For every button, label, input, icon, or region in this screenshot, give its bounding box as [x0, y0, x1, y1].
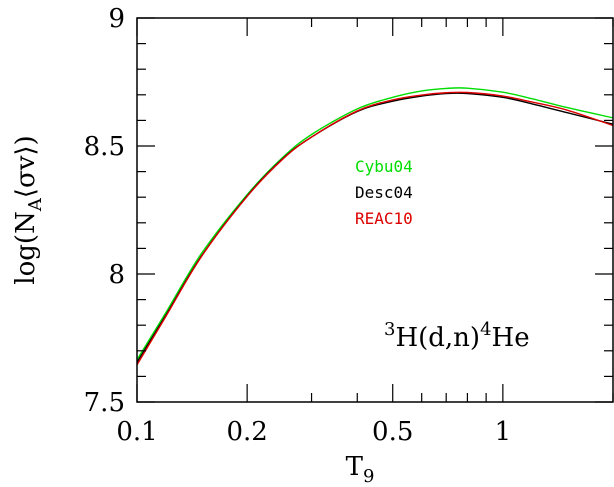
annotation-main-b: He	[492, 323, 530, 353]
annotation-mass-b: 4	[480, 319, 491, 340]
y-tick-label: 9	[108, 4, 125, 34]
legend-entry-reac10: REAC10	[355, 209, 413, 228]
tick-labels-group: 0.1 0.2 0.5 1 7.5 8 8.5 9	[84, 4, 511, 447]
annotation-mass-a: 3	[384, 319, 395, 340]
plot-frame	[136, 17, 614, 403]
x-tick-label: 0.2	[226, 417, 267, 447]
y-tick-label: 8	[108, 260, 125, 290]
x-axis-title-sub: 9	[363, 466, 374, 487]
reaction-annotation: 3H(d,n)4He	[384, 319, 530, 353]
series-line-reac10	[136, 91, 614, 366]
annotation-main-a: H(d,n)	[395, 323, 480, 353]
y-tick-label: 8.5	[84, 132, 125, 162]
y-axis-title: log(NA⟨σv⟩)	[11, 135, 46, 284]
x-tick-label: 0.5	[372, 417, 413, 447]
legend-entry-cybu04: Cybu04	[355, 157, 413, 176]
y-axis-title-post: ⟨σv⟩)	[11, 135, 41, 198]
curves-group	[136, 87, 614, 366]
legend-entry-desc04: Desc04	[355, 183, 413, 202]
x-tick-label: 0.1	[116, 417, 157, 447]
y-axis-title-sub: A	[25, 197, 46, 212]
y-tick-label: 7.5	[84, 388, 125, 418]
x-axis-title: T9	[346, 452, 375, 487]
x-axis-title-main: T	[346, 452, 364, 482]
y-axis-title-pre: log(N	[11, 211, 41, 285]
series-line-cybu04	[136, 87, 614, 361]
x-tick-label: 1	[495, 417, 512, 447]
